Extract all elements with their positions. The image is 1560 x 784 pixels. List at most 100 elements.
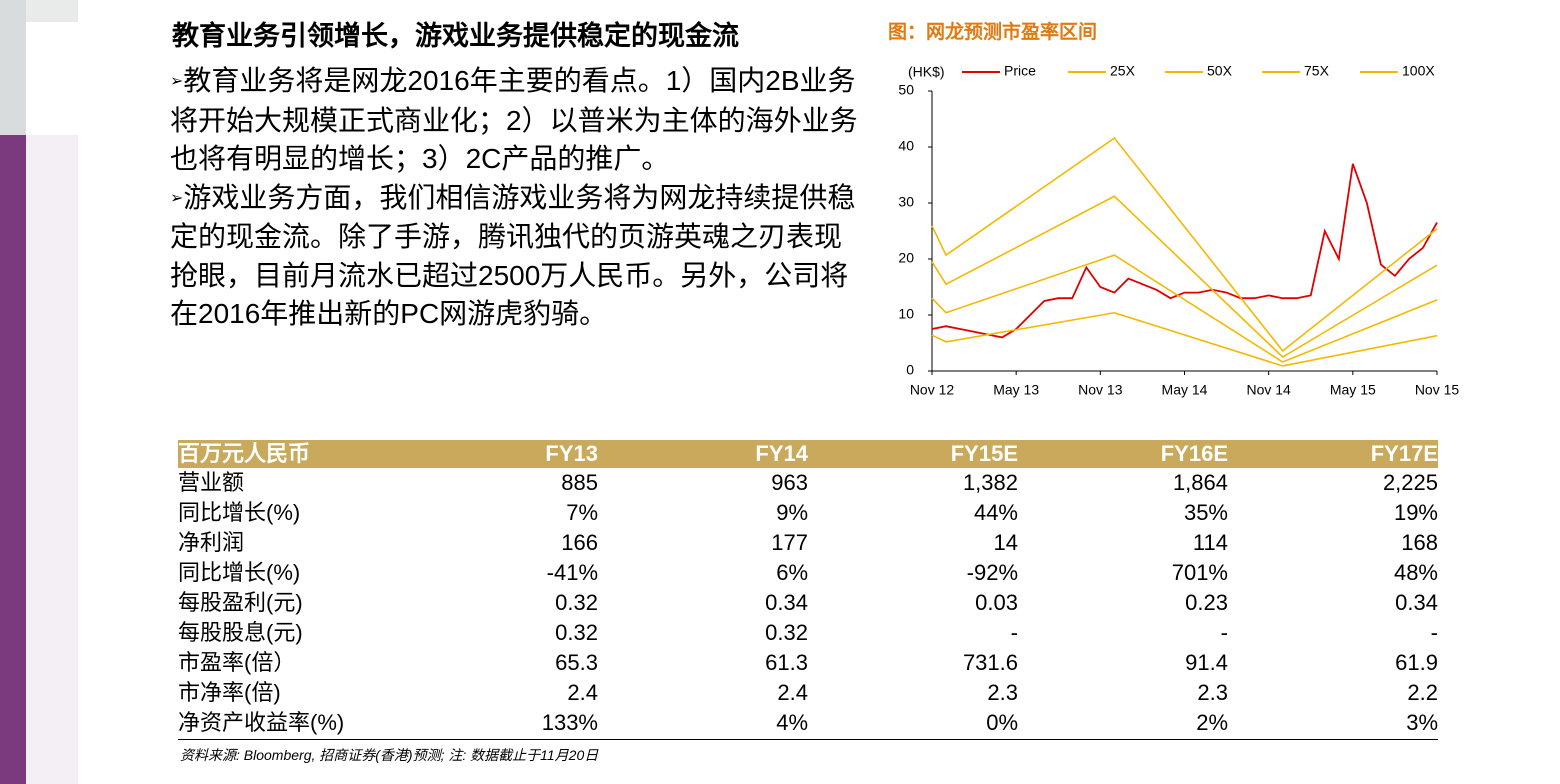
table-row: 营业额 885 963 1,382 1,864 2,225 [178, 468, 1438, 498]
table-cell: FY16E [1160, 441, 1228, 466]
table-cell: 0.32 [765, 620, 808, 645]
table-cell: 0% [986, 710, 1018, 735]
table-cell: 2.4 [567, 680, 598, 705]
chart: 图：网龙预测市盈率区间 (HK$) 0 10 20 30 40 50 Nov 12 May 1… [888, 20, 1460, 398]
table-cell: 同比增长(%) [178, 560, 301, 585]
series-line [931, 195, 1438, 358]
table-cell: 2,225 [1382, 470, 1438, 495]
table-cell: 0.34 [765, 590, 808, 615]
table-cell: 0.34 [1395, 590, 1438, 615]
table-cell: 1,382 [962, 470, 1018, 495]
table-cell: 7% [566, 500, 598, 525]
table-cell: 133% [541, 710, 598, 735]
chart-title: 图：网龙预测市盈率区间 [888, 20, 1097, 43]
side-block [26, 0, 78, 22]
y-tick-label: 0 [906, 362, 914, 378]
series-line [931, 311, 1438, 367]
table-cell: 同比增长(%) [178, 500, 301, 525]
table-cell: 0.32 [555, 590, 598, 615]
y-tick-label: 10 [898, 306, 914, 322]
table-row: 同比增长(%) -41% 6% -92% 701% 48% [178, 558, 1438, 588]
table-cell: 市盈率(倍） [178, 650, 296, 675]
table-cell: 731.6 [962, 650, 1018, 675]
table-row: 同比增长(%) 7% 9% 44% 35% 19% [178, 498, 1438, 528]
table-row: 市净率(倍) 2.4 2.4 2.3 2.3 2.2 [178, 678, 1438, 708]
table-cell: 百万元人民币 [178, 441, 311, 466]
x-tick-label: Nov 14 [1246, 382, 1291, 398]
x-tick-label: May 15 [1330, 382, 1376, 398]
table-cell: 44% [973, 500, 1018, 525]
table-cell: 168 [1401, 530, 1438, 555]
table-row: 每股盈利(元) 0.32 0.34 0.03 0.23 0.34 [178, 588, 1438, 618]
table-row: 每股股息(元) 0.32 0.32 - - - [178, 618, 1438, 648]
legend-label: 25X [1110, 63, 1136, 79]
table-cell: 14 [993, 530, 1018, 555]
x-tick-label: Nov 15 [1415, 382, 1460, 398]
table-row: 市盈率(倍） 65.3 61.3 731.6 91.4 61.9 [178, 648, 1438, 678]
table-cell: 2.2 [1407, 680, 1438, 705]
table-cell: 每股股息(元) [178, 620, 303, 645]
table-cell: FY15E [950, 441, 1018, 466]
legend-label: 75X [1304, 63, 1330, 79]
table-row: 净资产收益率(%) 133% 4% 0% 2% 3% [178, 708, 1438, 738]
table-cell: 0.23 [1185, 590, 1228, 615]
table-cell: 701% [1171, 560, 1228, 585]
series-line [931, 163, 1438, 339]
table-cell: 3% [1406, 710, 1438, 735]
legend-label: 100X [1402, 63, 1435, 79]
series-line [931, 254, 1438, 363]
table-cell: 9% [776, 500, 808, 525]
table-cell: 净资产收益率(%) [178, 710, 345, 735]
bullet: 游戏业务方面，我们相信游戏业务将为网龙持续提供稳定的现金流。除了手游，腾讯独代的… [170, 179, 868, 334]
table-cell: 885 [561, 470, 598, 495]
y-tick-label: 30 [898, 194, 914, 210]
legend-label: 50X [1207, 63, 1233, 79]
bullet: 教育业务将是网龙2016年主要的看点。1）国内2B业务将开始大规模正式商业化；2… [170, 62, 868, 179]
table-cell: 35% [1183, 500, 1228, 525]
table-cell: 1,864 [1172, 470, 1228, 495]
table-cell: 48% [1393, 560, 1438, 585]
table-cell: -41% [546, 560, 598, 585]
side-bar [26, 135, 78, 784]
table-cell: 市净率(倍) [178, 680, 281, 705]
table-row: 净利润 166 177 14 114 168 [178, 528, 1438, 558]
x-tick-label: Nov 12 [910, 382, 955, 398]
table-rule [178, 739, 1438, 740]
source-note: 资料来源: Bloomberg, 招商证券(香港)预测; 注: 数据截止于11月… [180, 747, 599, 763]
bullet-list: 教育业务将是网龙2016年主要的看点。1）国内2B业务将开始大规模正式商业化；2… [170, 62, 868, 334]
table-cell: 2.3 [987, 680, 1018, 705]
y-axis-label: (HK$) [908, 64, 945, 80]
table-cell: 4% [776, 710, 808, 735]
legend-label: Price [1004, 63, 1036, 79]
table-cell: FY14 [755, 441, 808, 466]
table-cell: 61.3 [765, 650, 808, 675]
y-tick-label: 20 [898, 250, 914, 266]
table-cell: FY17E [1370, 441, 1438, 466]
slide-title: 教育业务引领增长，游戏业务提供稳定的现金流 [172, 21, 739, 52]
table-cell: - [1010, 620, 1018, 645]
x-tick-label: May 13 [993, 382, 1039, 398]
x-tick-label: May 14 [1162, 382, 1208, 398]
table-header: 百万元人民币 FY13 FY14 FY15E FY16E FY17E [178, 440, 1438, 468]
table-cell: 166 [561, 530, 598, 555]
table-cell: 19% [1393, 500, 1438, 525]
table-cell: 2% [1196, 710, 1228, 735]
table-cell: -92% [966, 560, 1018, 585]
table-cell: 每股盈利(元) [178, 590, 303, 615]
table-cell: 0.03 [975, 590, 1018, 615]
table-cell: 177 [771, 530, 808, 555]
table-cell: 营业额 [178, 470, 245, 495]
table: 百万元人民币 FY13 FY14 FY15E FY16E FY17E 营业额 885 963 1,… [178, 440, 1438, 738]
table-cell: 114 [1192, 530, 1228, 555]
table-cell: 963 [771, 470, 808, 495]
x-tick-label: Nov 13 [1078, 382, 1123, 398]
table-cell: 0.32 [555, 620, 598, 645]
table-cell: 65.3 [555, 650, 598, 675]
y-tick-label: 40 [898, 138, 914, 154]
table-cell: 91.4 [1185, 650, 1228, 675]
series-line [931, 136, 1438, 352]
table-cell: 61.9 [1395, 650, 1438, 675]
y-tick-label: 50 [898, 82, 914, 98]
table-cell: 6% [776, 560, 808, 585]
